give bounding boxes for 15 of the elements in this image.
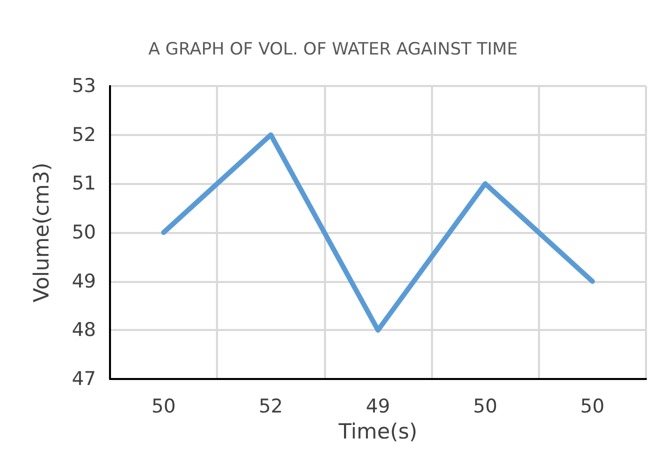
chart-title: A GRAPH OF VOL. OF WATER AGAINST TIME: [148, 40, 518, 60]
y-tick-label: 53: [72, 75, 96, 97]
y-tick-label: 50: [72, 222, 96, 244]
x-tick-label: 50: [473, 396, 498, 418]
y-tick-label: 49: [72, 270, 96, 292]
y-axis-title: Volume(cm3): [30, 162, 54, 302]
x-axis-title: Time(s): [338, 420, 418, 444]
y-tick-label: 51: [72, 172, 96, 195]
x-tick-label: 50: [152, 396, 176, 418]
y-tick-label: 48: [72, 319, 96, 342]
y-tick-label: 47: [72, 368, 96, 390]
y-tick-label: 52: [72, 124, 96, 146]
x-tick-label: 50: [580, 396, 604, 418]
x-tick-label: 49: [366, 396, 390, 418]
x-tick-label: 52: [258, 396, 283, 418]
